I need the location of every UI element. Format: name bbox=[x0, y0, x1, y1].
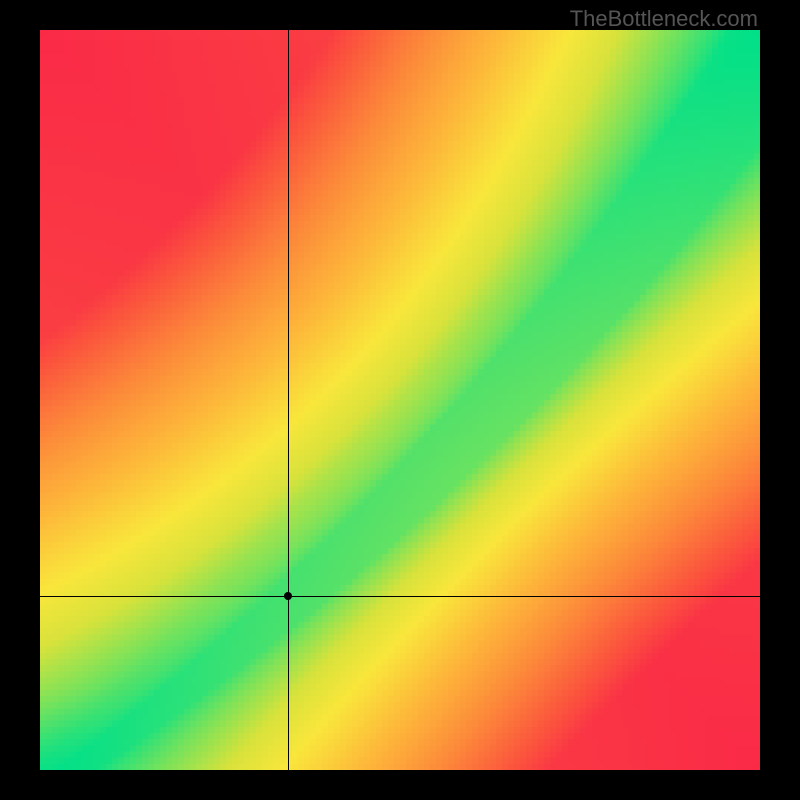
crosshair-vertical bbox=[288, 30, 289, 770]
bottleneck-heatmap bbox=[40, 30, 760, 770]
watermark-text: TheBottleneck.com bbox=[570, 6, 758, 32]
chart-container: TheBottleneck.com bbox=[0, 0, 800, 800]
crosshair-horizontal bbox=[40, 596, 760, 597]
